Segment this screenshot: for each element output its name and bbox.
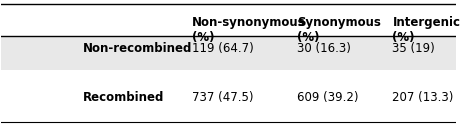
Text: Synonymous
(%): Synonymous (%)	[297, 16, 381, 44]
Text: 119 (64.7): 119 (64.7)	[192, 42, 254, 55]
FancyBboxPatch shape	[1, 88, 456, 122]
Text: 35 (19): 35 (19)	[392, 42, 435, 55]
Text: Non-recombined: Non-recombined	[83, 42, 192, 55]
Text: 737 (47.5): 737 (47.5)	[192, 91, 254, 104]
FancyBboxPatch shape	[1, 36, 456, 70]
Text: Recombined: Recombined	[83, 91, 164, 104]
Text: 609 (39.2): 609 (39.2)	[297, 91, 358, 104]
Text: 207 (13.3): 207 (13.3)	[392, 91, 454, 104]
Text: 30 (16.3): 30 (16.3)	[297, 42, 351, 55]
Text: Non-synonymous
(%): Non-synonymous (%)	[192, 16, 306, 44]
Text: Intergenic
(%): Intergenic (%)	[392, 16, 460, 44]
